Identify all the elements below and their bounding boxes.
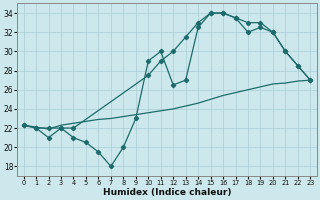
X-axis label: Humidex (Indice chaleur): Humidex (Indice chaleur) xyxy=(103,188,231,197)
